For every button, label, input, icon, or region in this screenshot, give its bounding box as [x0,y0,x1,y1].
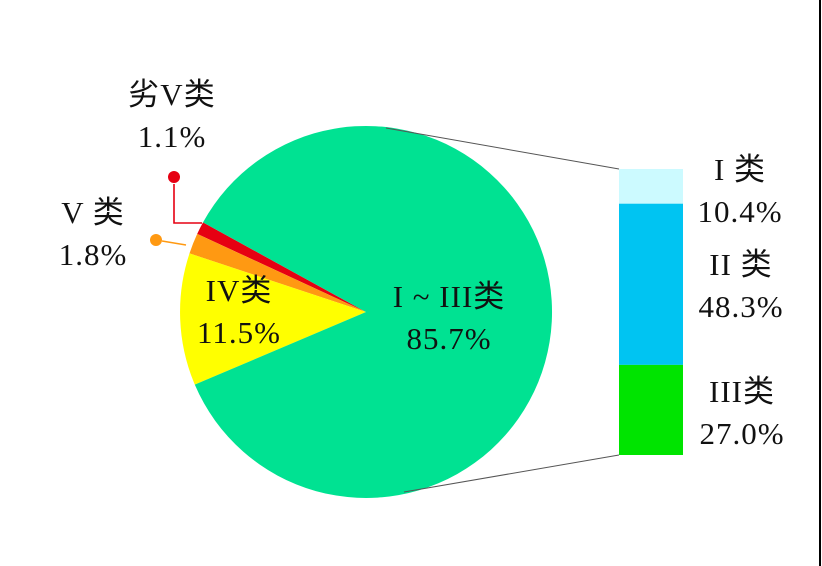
pie-slice-3 [194,125,553,498]
leader-dot-class5 [150,234,162,246]
slice-percentage: 85.7% [406,321,492,356]
pie-label-class1to3: I ~ III类 85.7% [393,276,506,360]
right-edge-border-line [819,0,821,566]
leader-dot-inferior-class5 [168,171,180,183]
bar-label-class2: II 类 48.3% [698,244,783,328]
bar-segment-0 [619,169,683,204]
slice-name: I ~ III类 [392,279,506,314]
slice-name: IV类 [205,273,273,308]
bar-segment-2 [619,364,683,455]
pie-slice-1 [189,233,366,312]
segment-percentage: 10.4% [697,194,783,229]
bar-segment-1 [619,203,683,365]
slice-percentage: 1.1% [137,119,207,154]
slice-percentage: 1.8% [58,237,128,272]
leader-line-inferior-class5 [173,184,202,224]
segment-name: II 类 [709,247,773,282]
segment-name: I 类 [713,152,767,187]
pie-label-class5: V 类 1.8% [59,192,128,276]
slice-name: V 类 [61,195,125,230]
connector-line-bottom [403,454,620,493]
pie-slice-2 [180,253,366,385]
leader-line-class5 [161,240,187,246]
segment-percentage: 27.0% [699,416,785,451]
connector-line-top [385,127,620,170]
segment-percentage: 48.3% [698,289,784,324]
bar-label-class1: I 类 10.4% [697,149,782,233]
pie-label-class4: IV类 11.5% [197,270,281,354]
slice-name: 劣V类 [128,77,216,112]
bar-label-class3: III类 27.0% [699,371,784,455]
pie-label-inferior-class5: 劣V类 1.1% [128,74,215,158]
slice-percentage: 11.5% [197,315,281,350]
segment-name: III类 [709,374,775,409]
pie-slice-0 [197,222,366,312]
